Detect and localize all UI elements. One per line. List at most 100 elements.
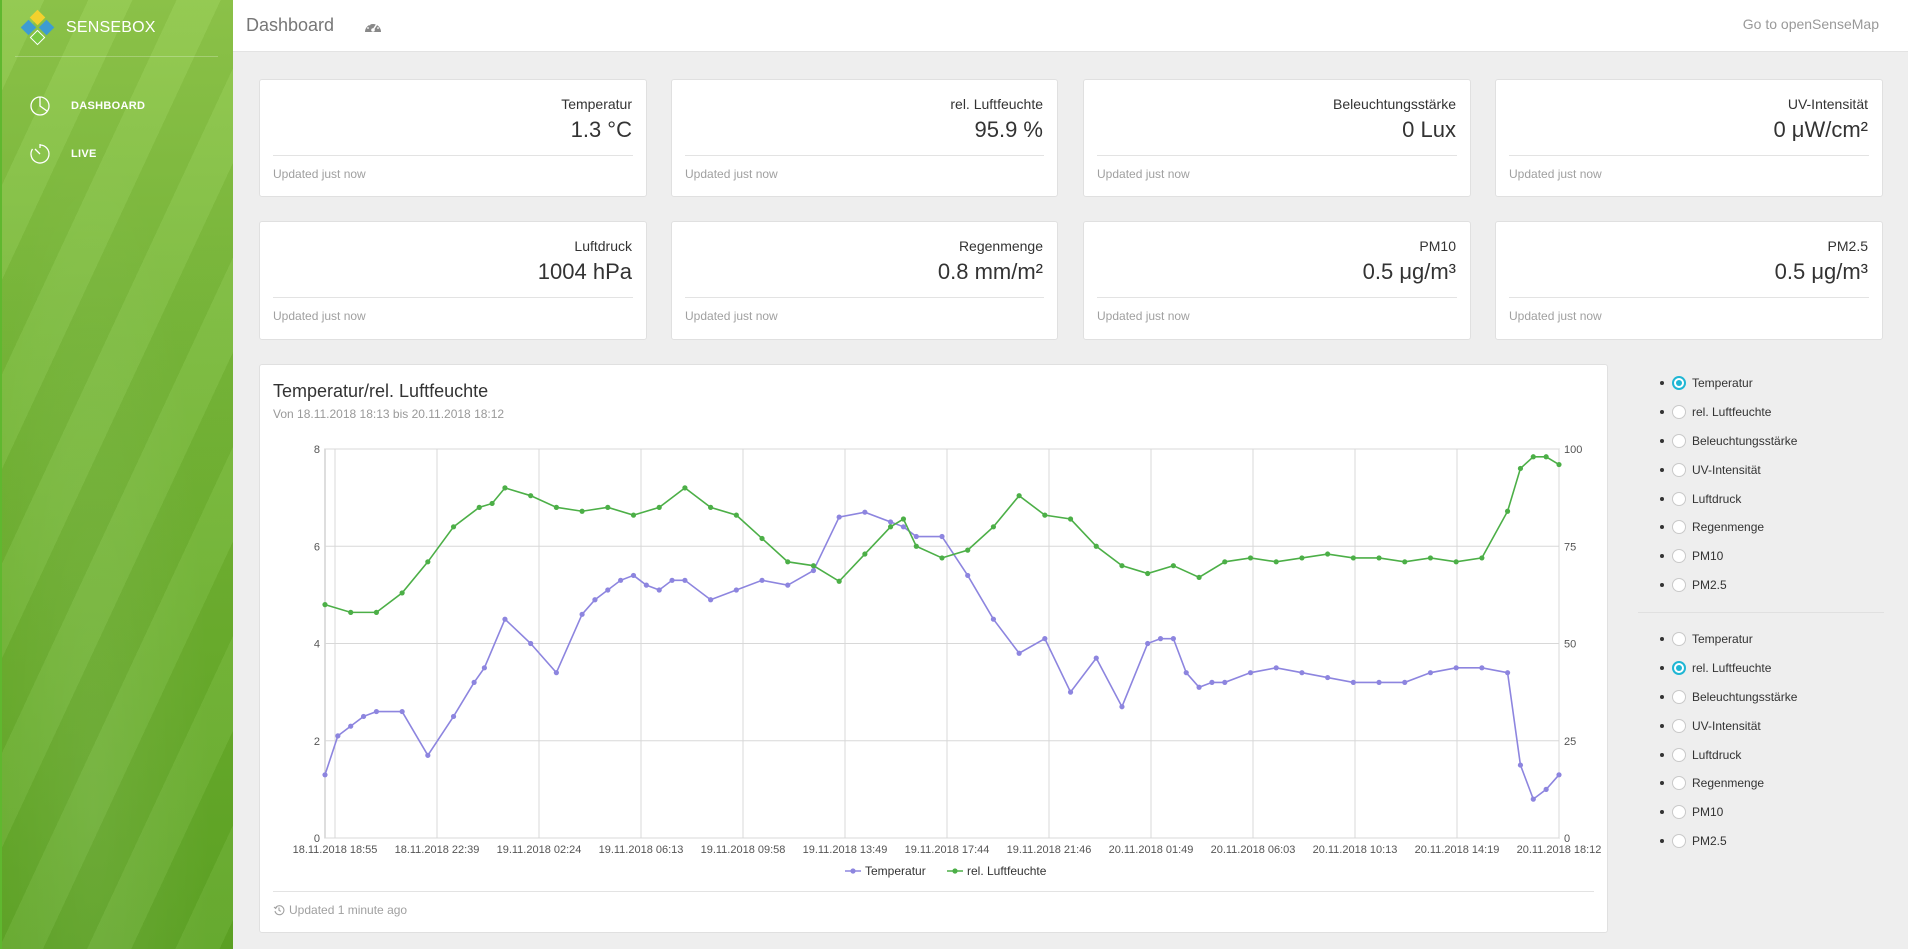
radio-option[interactable]: Beleuchtungsstärke <box>1640 683 1885 712</box>
radio-label: Luftdruck <box>1692 747 1742 762</box>
stat-name: rel. Luftfeuchte <box>950 96 1043 112</box>
radio-button[interactable] <box>1672 632 1686 647</box>
radio-button[interactable] <box>1672 661 1686 676</box>
radio-button[interactable] <box>1672 718 1686 733</box>
data-point <box>1376 555 1382 561</box>
data-point <box>528 493 534 499</box>
radio-label: Beleuchtungsstärke <box>1692 689 1798 704</box>
data-point <box>1299 670 1305 676</box>
data-point <box>1119 704 1125 710</box>
data-point <box>450 524 457 530</box>
pie-chart-icon <box>28 94 52 118</box>
data-point <box>1350 679 1356 685</box>
radio-option[interactable]: UV-Intensität <box>1640 711 1885 740</box>
radio-button[interactable] <box>1672 520 1686 535</box>
data-point <box>990 524 997 530</box>
data-point <box>990 616 997 622</box>
page-title: Dashboard <box>246 15 335 35</box>
radio-button[interactable] <box>1672 433 1686 448</box>
data-point <box>360 713 367 720</box>
stat-updated: Updated just now <box>273 309 366 323</box>
chart-divider <box>273 891 1594 892</box>
radio-option[interactable]: Temperatur <box>1640 369 1885 398</box>
radio-button[interactable] <box>1672 833 1686 848</box>
radio-button[interactable] <box>1672 747 1686 762</box>
data-point <box>810 563 817 569</box>
data-point <box>528 640 534 647</box>
data-point <box>810 567 817 574</box>
radio-button[interactable] <box>1672 376 1686 391</box>
data-point <box>862 551 868 557</box>
data-point <box>887 524 894 530</box>
data-point <box>502 616 508 622</box>
stat-card-luftfeuchte: rel. Luftfeuchte 95.9 % Updated just now <box>671 79 1058 197</box>
radio-button[interactable] <box>1672 689 1686 704</box>
data-point <box>1093 655 1099 661</box>
data-point <box>1504 508 1511 514</box>
x-tick-label: 19.11.2018 13:49 <box>803 844 888 856</box>
data-point <box>1145 570 1151 577</box>
legend-marker <box>952 868 958 874</box>
stat-updated: Updated just now <box>1509 167 1602 181</box>
data-point <box>1222 559 1228 565</box>
radio-label: PM10 <box>1692 805 1724 820</box>
radio-button[interactable] <box>1672 776 1686 791</box>
data-point <box>682 577 688 583</box>
radio-groups-divider <box>1638 612 1884 613</box>
data-point <box>1247 555 1254 561</box>
radio-button[interactable] <box>1672 577 1686 592</box>
radio-option[interactable]: Luftdruck <box>1640 484 1885 513</box>
radio-option[interactable]: Temperatur <box>1640 625 1885 654</box>
radio-button[interactable] <box>1672 805 1686 820</box>
chart-title: Temperatur/rel. Luftfeuchte <box>273 381 489 401</box>
radio-option[interactable]: PM2.5 <box>1640 571 1885 600</box>
chart-updated: Updated 1 minute ago <box>273 903 407 917</box>
radio-option[interactable]: PM10 <box>1640 542 1885 571</box>
sidebar-item-dashboard[interactable]: DASHBOARD <box>0 82 233 130</box>
radio-option[interactable]: rel. Luftfeuchte <box>1640 398 1885 427</box>
radio-option[interactable]: UV-Intensität <box>1640 455 1885 484</box>
y-right-tick-label: 25 <box>1564 736 1576 748</box>
radio-label: Luftdruck <box>1692 491 1742 506</box>
line-chart[interactable]: 0 2 4 6 8 0 25 50 75 100 18.11.2018 18:55 18.11.201… <box>260 365 1609 885</box>
stat-card-pm25: PM2.5 0.5 μg/m³ Updated just now <box>1495 221 1883 340</box>
radio-option[interactable]: rel. Luftfeuchte <box>1640 654 1885 683</box>
stat-card-uv: UV-Intensität 0 μW/cm² Updated just now <box>1495 79 1883 197</box>
y-right-tick-label: 50 <box>1564 639 1576 651</box>
radio-option[interactable]: Regenmenge <box>1640 769 1885 798</box>
data-point <box>1196 574 1202 580</box>
data-point <box>1325 551 1331 557</box>
radio-option[interactable]: Regenmenge <box>1640 513 1885 542</box>
data-point <box>1479 555 1485 561</box>
stat-updated: Updated just now <box>1509 309 1602 323</box>
radio-button[interactable] <box>1672 462 1686 477</box>
data-point <box>335 733 341 739</box>
radio-option[interactable]: Luftdruck <box>1640 740 1885 769</box>
radio-option[interactable]: PM2.5 <box>1640 827 1885 856</box>
data-point <box>785 582 791 588</box>
radio-button[interactable] <box>1672 549 1686 564</box>
data-point <box>1145 640 1151 647</box>
data-point <box>887 519 894 525</box>
radio-label: PM2.5 <box>1692 833 1727 848</box>
data-point <box>733 587 739 593</box>
data-point <box>502 485 508 491</box>
stat-updated: Updated just now <box>1097 167 1190 181</box>
speedometer-icon <box>364 17 382 35</box>
opensensemap-link[interactable]: Go to openSenseMap <box>1742 16 1879 32</box>
sidebar-item-live[interactable]: LIVE <box>0 130 233 178</box>
radio-option[interactable]: PM10 <box>1640 798 1885 827</box>
data-point <box>630 512 637 518</box>
data-point <box>1247 670 1254 676</box>
y-right-tick-label: 0 <box>1564 833 1570 845</box>
data-point <box>630 572 637 579</box>
radio-button[interactable] <box>1672 491 1686 506</box>
radio-button[interactable] <box>1672 405 1686 420</box>
data-point <box>553 670 559 676</box>
radio-option[interactable]: Beleuchtungsstärke <box>1640 427 1885 456</box>
brand[interactable]: SENSEBOX <box>20 8 156 48</box>
stat-divider <box>685 155 1044 156</box>
data-point <box>322 772 328 778</box>
data-point <box>643 582 649 588</box>
radio-label: Temperatur <box>1692 376 1753 391</box>
